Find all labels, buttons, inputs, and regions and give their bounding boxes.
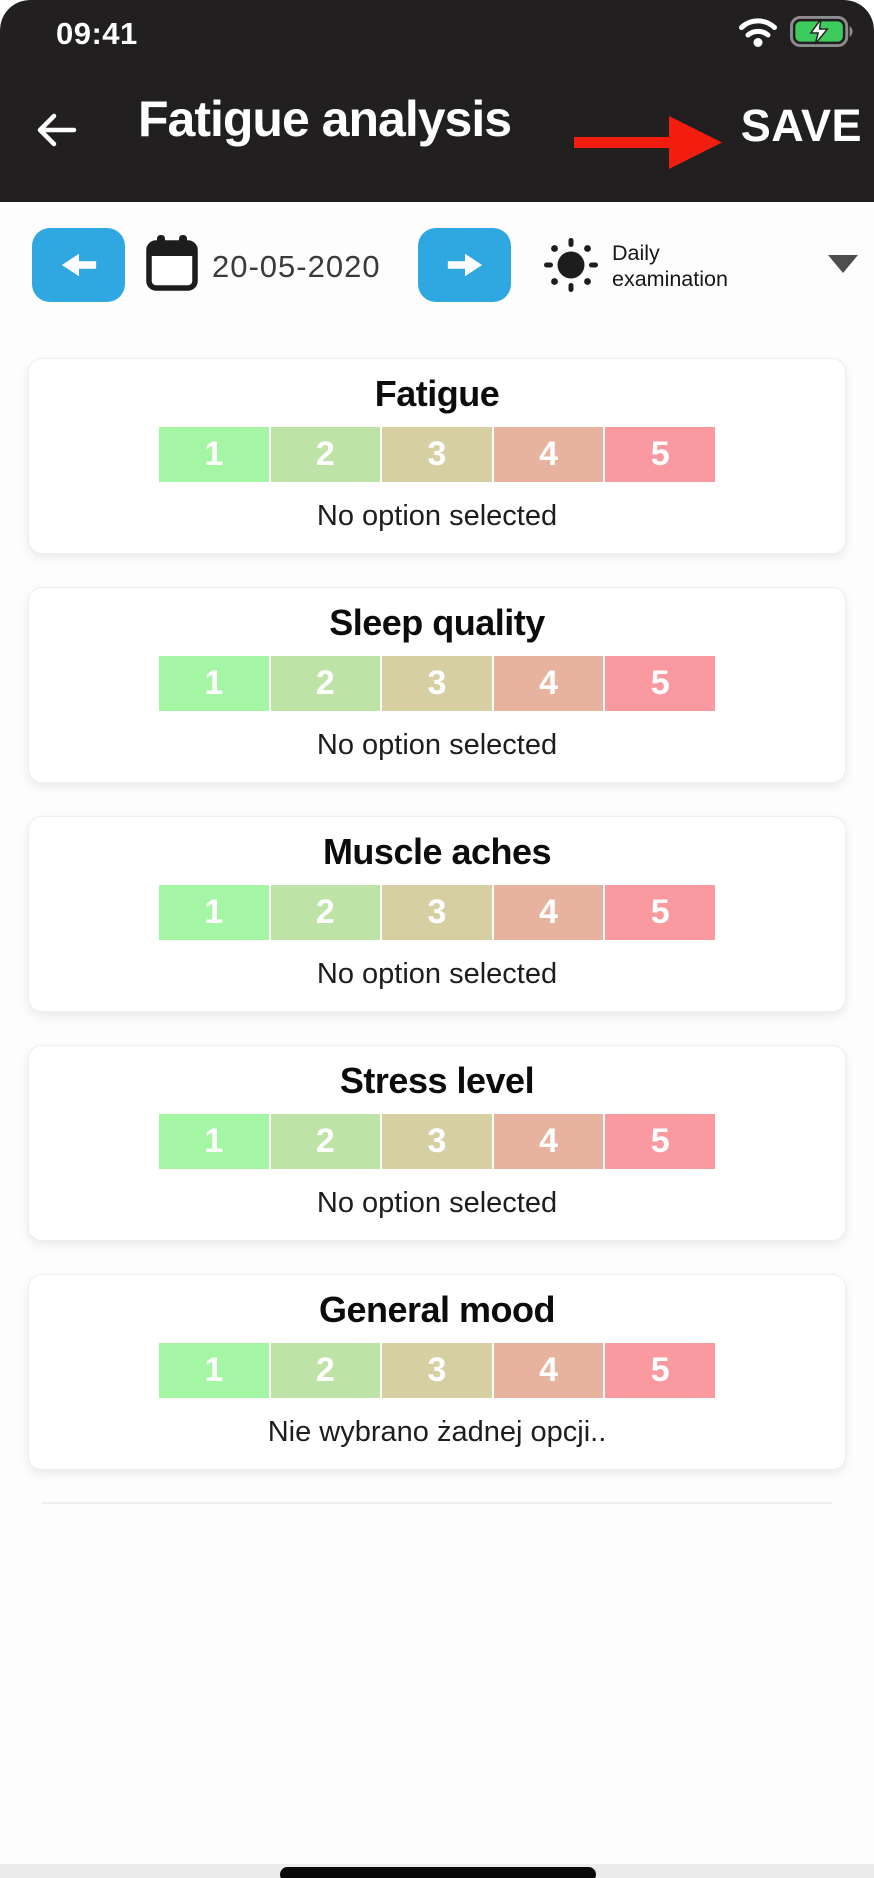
- scroll-divider: [42, 1502, 832, 1504]
- exam-type-selector[interactable]: Daily examination: [612, 241, 728, 292]
- page-title: Fatigue analysis: [138, 91, 512, 147]
- question-list: Fatigue 1 2 3 4 5 No option selected Sle…: [28, 358, 846, 1470]
- rating-option-1[interactable]: 1: [159, 885, 269, 940]
- back-arrow-icon: [37, 113, 77, 147]
- previous-day-button[interactable]: [32, 228, 125, 302]
- calendar-icon: [146, 234, 198, 297]
- rating-option-3[interactable]: 3: [382, 656, 492, 711]
- arrow-right-icon: [447, 253, 482, 277]
- rating-option-5[interactable]: 5: [605, 427, 715, 482]
- selection-status: No option selected: [316, 958, 558, 990]
- rating-scale: 1 2 3 4 5: [159, 885, 715, 940]
- rating-option-4[interactable]: 4: [493, 656, 604, 711]
- rating-scale: 1 2 3 4 5: [159, 656, 715, 711]
- header: 09:41 Fatigue analysis SAVE: [0, 0, 874, 202]
- chevron-down-icon[interactable]: [828, 255, 858, 273]
- sun-icon: [541, 235, 601, 300]
- rating-scale: 1 2 3 4 5: [159, 427, 715, 482]
- rating-option-3[interactable]: 3: [382, 1114, 492, 1169]
- question-card-general-mood: General mood 1 2 3 4 5 Nie wybrano żadne…: [28, 1274, 846, 1470]
- rating-option-1[interactable]: 1: [159, 1114, 269, 1169]
- rating-option-4[interactable]: 4: [493, 1114, 604, 1169]
- rating-option-2[interactable]: 2: [270, 885, 381, 940]
- home-indicator[interactable]: [280, 1867, 596, 1878]
- rating-option-2[interactable]: 2: [270, 1343, 381, 1398]
- question-card-fatigue: Fatigue 1 2 3 4 5 No option selected: [28, 358, 846, 554]
- rating-scale: 1 2 3 4 5: [159, 1114, 715, 1169]
- question-card-muscle-aches: Muscle aches 1 2 3 4 5 No option selecte…: [28, 816, 846, 1012]
- rating-option-3[interactable]: 3: [382, 427, 492, 482]
- battery-charging-icon: [790, 16, 853, 47]
- question-card-stress-level: Stress level 1 2 3 4 5 No option selecte…: [28, 1045, 846, 1241]
- rating-scale: 1 2 3 4 5: [159, 1343, 715, 1398]
- rating-option-1[interactable]: 1: [159, 656, 269, 711]
- rating-option-3[interactable]: 3: [382, 885, 492, 940]
- rating-option-3[interactable]: 3: [382, 1343, 492, 1398]
- status-time: 09:41: [56, 16, 138, 51]
- selection-status: No option selected: [316, 729, 558, 761]
- back-button[interactable]: [34, 110, 78, 150]
- question-title: Fatigue: [374, 373, 500, 414]
- arrow-left-icon: [61, 253, 96, 277]
- question-title: Stress level: [339, 1060, 535, 1101]
- rating-option-2[interactable]: 2: [270, 1114, 381, 1169]
- rating-option-1[interactable]: 1: [159, 1343, 269, 1398]
- rating-option-4[interactable]: 4: [493, 427, 604, 482]
- date-toolbar: 20-05-2020 Daily examination: [0, 202, 874, 332]
- question-title: General mood: [318, 1289, 556, 1330]
- rating-option-1[interactable]: 1: [159, 427, 269, 482]
- wifi-icon: [739, 18, 777, 47]
- question-title: Muscle aches: [322, 831, 552, 872]
- save-button[interactable]: SAVE: [740, 100, 862, 151]
- rating-option-4[interactable]: 4: [493, 1343, 604, 1398]
- rating-option-5[interactable]: 5: [605, 885, 715, 940]
- rating-option-2[interactable]: 2: [270, 656, 381, 711]
- next-day-button[interactable]: [418, 228, 511, 302]
- rating-option-5[interactable]: 5: [605, 656, 715, 711]
- save-annotation-arrow-icon: [574, 116, 722, 169]
- rating-option-5[interactable]: 5: [605, 1343, 715, 1398]
- status-icons: [738, 16, 854, 47]
- selection-status: Nie wybrano żadnej opcji..: [267, 1416, 607, 1448]
- rating-option-5[interactable]: 5: [605, 1114, 715, 1169]
- selection-status: No option selected: [316, 1187, 558, 1219]
- selection-status: No option selected: [316, 500, 558, 532]
- date-display[interactable]: 20-05-2020: [212, 249, 381, 284]
- rating-option-4[interactable]: 4: [493, 885, 604, 940]
- question-card-sleep-quality: Sleep quality 1 2 3 4 5 No option select…: [28, 587, 846, 783]
- rating-option-2[interactable]: 2: [270, 427, 381, 482]
- question-title: Sleep quality: [329, 602, 545, 643]
